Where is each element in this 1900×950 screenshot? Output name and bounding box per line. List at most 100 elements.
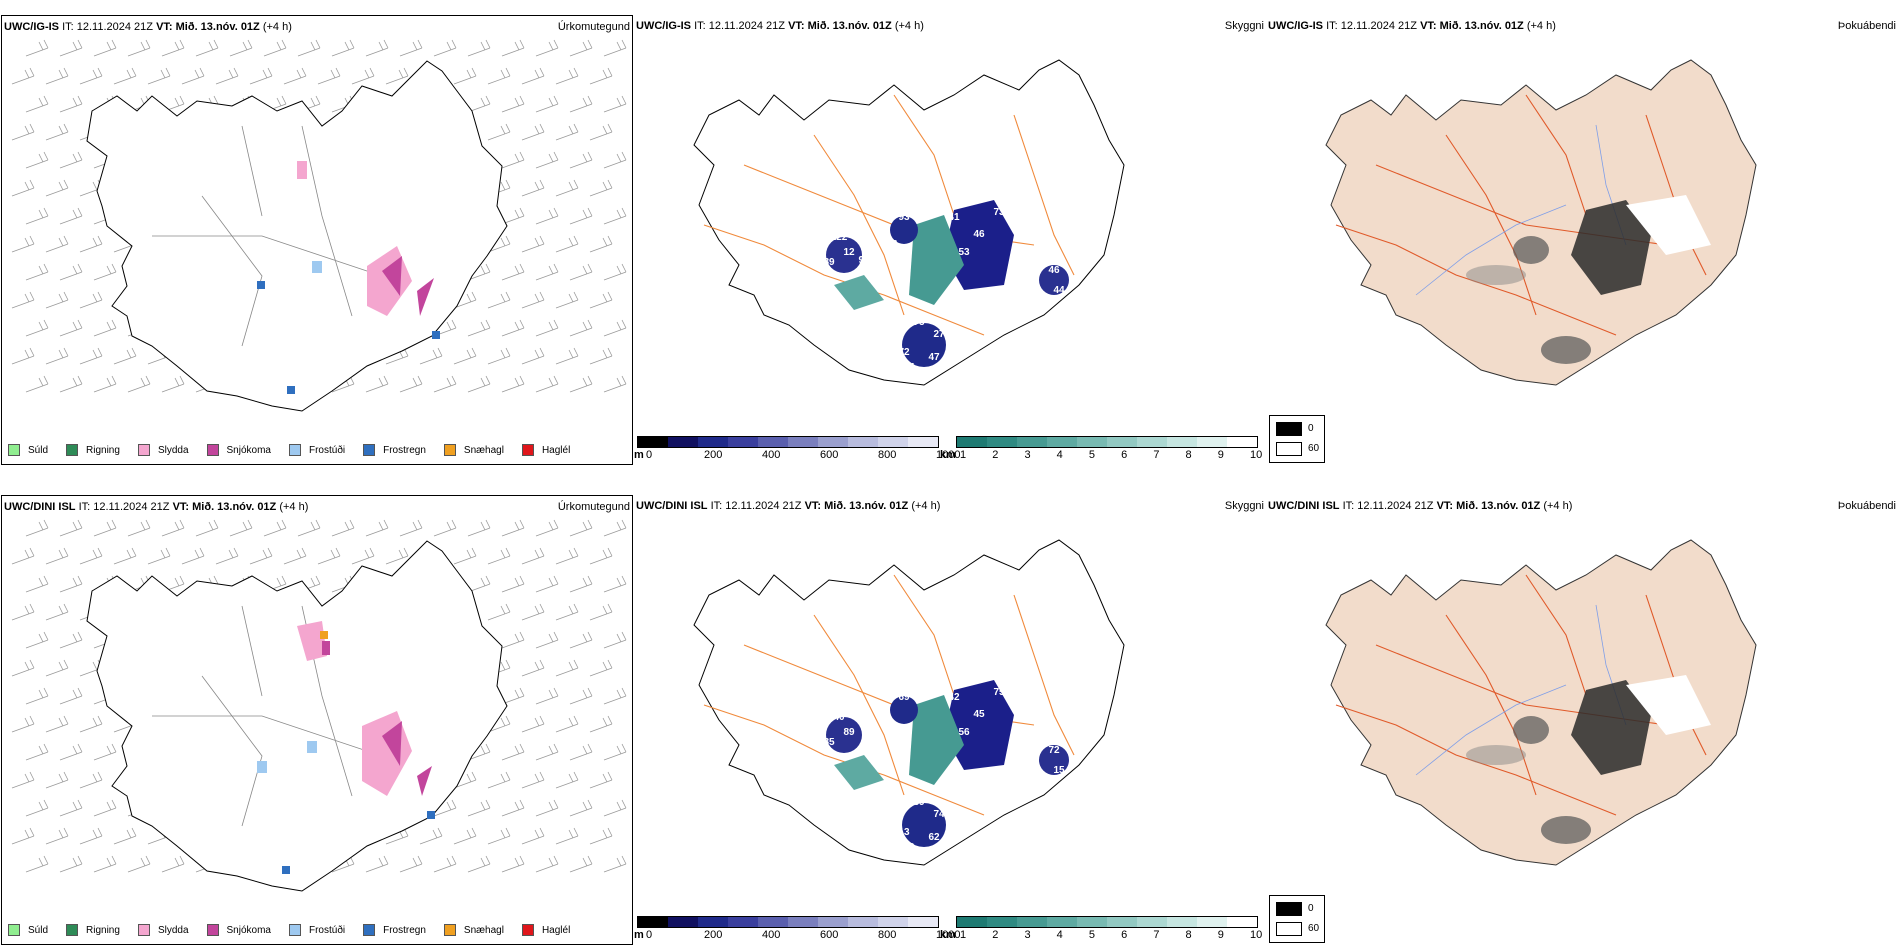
- wind-barb: [399, 519, 423, 537]
- wind-barb: [603, 151, 627, 169]
- colorbar-segment: [758, 437, 788, 447]
- ceiling-label: 47: [928, 352, 940, 363]
- panel-title: Þokuábendi: [1837, 500, 1896, 512]
- wind-barb: [453, 291, 477, 309]
- wind-barb: [555, 347, 579, 365]
- wind-barb: [603, 687, 627, 705]
- wind-barb: [521, 123, 545, 141]
- colorbar-segment: [1047, 917, 1077, 927]
- wind-barb: [501, 519, 525, 537]
- ceiling-label: 46: [1048, 265, 1060, 276]
- colorbar-segment: [1167, 917, 1197, 927]
- wind-barb: [351, 67, 375, 85]
- wind-barb: [93, 855, 117, 873]
- wind-barb: [399, 375, 423, 393]
- wind-barb: [25, 375, 49, 393]
- wind-barb: [283, 67, 307, 85]
- precip-type-panel-top: UWC/IG-IS IT: 12.11.2024 21Z VT: Mið. 13…: [1, 15, 633, 465]
- ceiling-unit: m: [634, 449, 644, 461]
- legend-item: Frostregn: [363, 924, 426, 936]
- ceiling-label: 74: [933, 809, 945, 820]
- colorbar-tick: 6: [1121, 929, 1128, 941]
- wind-barb: [603, 519, 627, 537]
- wind-barb: [11, 827, 35, 845]
- wind-barb: [11, 347, 35, 365]
- legend-item: Snjókoma: [206, 444, 271, 456]
- wind-barb: [535, 743, 559, 761]
- colorbar-segment: [698, 437, 728, 447]
- colorbar-segment: [957, 917, 987, 927]
- legend-label: Slydda: [157, 924, 189, 936]
- wind-barb: [297, 519, 321, 537]
- ceiling-label: 27: [933, 329, 945, 340]
- wind-barb: [589, 715, 613, 733]
- colorbar-tick: 1: [960, 449, 967, 461]
- wind-barb: [569, 631, 593, 649]
- colorbar-segment: [1077, 917, 1107, 927]
- panel-title: Úrkomutegund: [557, 21, 630, 33]
- colorbar-tick: 8: [1185, 929, 1192, 941]
- wind-barb: [365, 855, 389, 873]
- wind-barb: [11, 771, 35, 789]
- legend-swatch: [66, 924, 79, 936]
- wind-barb: [555, 715, 579, 733]
- wind-barb: [249, 67, 273, 85]
- legend-swatch: [8, 924, 20, 936]
- wind-barb: [79, 827, 103, 845]
- colorbar-segment: [668, 917, 698, 927]
- precip-map-bottom: [11, 519, 627, 892]
- wind-barb: [59, 151, 83, 169]
- ceiling-label: 89: [823, 257, 835, 268]
- legend-swatch: [206, 444, 219, 456]
- wind-barb: [59, 375, 83, 393]
- wind-barb: [25, 151, 49, 169]
- wind-barb: [467, 799, 491, 817]
- ceiling-label: 49: [903, 842, 915, 853]
- wind-barb: [161, 39, 185, 57]
- ceiling-label: 75: [993, 687, 1005, 698]
- wind-barb: [569, 743, 593, 761]
- wind-barb: [229, 519, 253, 537]
- wind-barb: [365, 519, 389, 537]
- wind-barb: [93, 263, 117, 281]
- fog-legend: 0 60: [1269, 415, 1325, 463]
- colorbar-segment: [668, 437, 698, 447]
- ceiling-label: 13: [898, 827, 910, 838]
- wind-barb: [487, 235, 511, 253]
- wind-barb: [555, 235, 579, 253]
- ceiling-label: 85: [823, 737, 835, 748]
- ceiling-label: 72: [1048, 745, 1060, 756]
- legend-item: Súld: [8, 924, 48, 936]
- wind-barb: [419, 347, 443, 365]
- legend-item: Snæhagl: [443, 444, 504, 456]
- wind-barb: [419, 827, 443, 845]
- wind-barb: [45, 123, 69, 141]
- wind-barb: [603, 799, 627, 817]
- wind-barb: [25, 39, 49, 57]
- wind-barb: [521, 547, 545, 565]
- wind-barb: [589, 771, 613, 789]
- colorbar-segment: [728, 437, 758, 447]
- wind-barb: [603, 95, 627, 113]
- wind-barb: [45, 659, 69, 677]
- colorbar-segment: [638, 437, 668, 447]
- ceiling-label: 75: [913, 317, 925, 328]
- wind-barb: [603, 375, 627, 393]
- wind-barb: [467, 743, 491, 761]
- fog-panel-bottom: UWC/DINI ISL IT: 12.11.2024 21Z VT: Mið.…: [1266, 495, 1898, 945]
- colorbar-segment: [1017, 437, 1047, 447]
- wind-barb: [569, 151, 593, 169]
- legend-item: Frostúði: [288, 444, 345, 456]
- colorbar-segment: [1167, 437, 1197, 447]
- header: UWC/DINI ISL IT: 12.11.2024 21Z VT: Mið.…: [1268, 500, 1573, 512]
- wind-barb: [11, 291, 35, 309]
- ceiling-label: 42: [948, 692, 960, 703]
- colorbar-tick: 9: [1217, 929, 1224, 941]
- legend-item: Rigning: [66, 444, 120, 456]
- wind-barb: [453, 827, 477, 845]
- wind-barb: [365, 375, 389, 393]
- wind-barb: [521, 67, 545, 85]
- wind-barb: [79, 347, 103, 365]
- colorbar-segment: [1077, 437, 1107, 447]
- wind-barb: [45, 715, 69, 733]
